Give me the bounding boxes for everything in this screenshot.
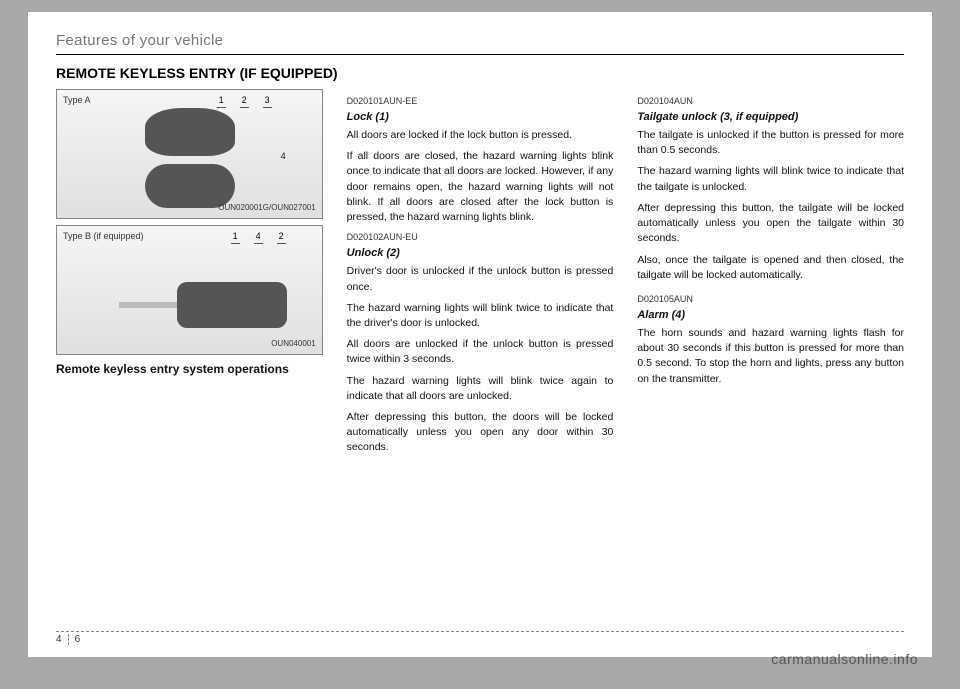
column-1: Type A 1 2 3 4 OUN020001G/OUN027001 Type… xyxy=(56,89,323,462)
tailgate-p3: After depressing this button, the tailga… xyxy=(637,201,904,247)
unlock-p2: The hazard warning lights will blink twi… xyxy=(347,301,614,331)
figure-type-a: Type A 1 2 3 4 OUN020001G/OUN027001 xyxy=(56,89,323,219)
tailgate-title: Tailgate unlock (3, if equipped) xyxy=(637,110,904,126)
footer-chapter-number: 4 xyxy=(56,634,69,645)
figure-type-b: Type B (if equipped) 1 4 2 OUN040001 xyxy=(56,225,323,355)
callout-b4: 4 xyxy=(254,230,263,244)
figure-b-callouts: 1 4 2 xyxy=(231,230,286,244)
header-rule: Features of your vehicle xyxy=(56,32,904,55)
callout-b2: 2 xyxy=(277,230,286,244)
manual-page: Features of your vehicle REMOTE KEYLESS … xyxy=(28,12,932,657)
figure-a-type-label: Type A xyxy=(63,94,91,107)
unlock-title: Unlock (2) xyxy=(347,246,614,262)
flip-key-blade xyxy=(119,302,179,308)
unlock-code: D020102AUN-EU xyxy=(347,231,614,244)
lock-code: D020101AUN-EE xyxy=(347,95,614,108)
watermark: carmanualsonline.info xyxy=(771,651,918,667)
keyfob-a-front xyxy=(145,108,235,156)
chapter-title: Features of your vehicle xyxy=(56,32,223,49)
keyfob-a-side xyxy=(145,164,235,208)
column-3: D020104AUN Tailgate unlock (3, if equipp… xyxy=(637,89,904,462)
lock-title: Lock (1) xyxy=(347,110,614,126)
tailgate-p2: The hazard warning lights will blink twi… xyxy=(637,164,904,194)
figure-a-ref: OUN020001G/OUN027001 xyxy=(218,202,315,214)
callout-4: 4 xyxy=(281,150,286,163)
figure-a-callouts: 1 2 3 xyxy=(217,94,272,108)
column-2: D020101AUN-EE Lock (1) All doors are loc… xyxy=(347,89,614,462)
tailgate-code: D020104AUN xyxy=(637,95,904,108)
callout-1: 1 xyxy=(217,94,226,108)
unlock-p3: All doors are unlocked if the unlock but… xyxy=(347,337,614,367)
unlock-p1: Driver's door is unlocked if the unlock … xyxy=(347,264,614,294)
alarm-title: Alarm (4) xyxy=(637,308,904,324)
alarm-code: D020105AUN xyxy=(637,293,904,306)
keyfob-b xyxy=(177,282,287,328)
figure-b-ref: OUN040001 xyxy=(271,338,315,350)
operations-heading: Remote keyless entry system operations xyxy=(56,361,323,378)
section-title: REMOTE KEYLESS ENTRY (IF EQUIPPED) xyxy=(56,65,904,81)
lock-p2: If all doors are closed, the hazard warn… xyxy=(347,149,614,225)
tailgate-p4: Also, once the tailgate is opened and th… xyxy=(637,253,904,283)
unlock-p4: The hazard warning lights will blink twi… xyxy=(347,374,614,404)
footer-page-number: 6 xyxy=(75,634,81,645)
page-footer: 4 6 xyxy=(56,631,904,645)
tailgate-p1: The tailgate is unlocked if the button i… xyxy=(637,128,904,158)
content-columns: Type A 1 2 3 4 OUN020001G/OUN027001 Type… xyxy=(56,89,904,462)
alarm-p1: The horn sounds and hazard warning light… xyxy=(637,326,904,387)
callout-2: 2 xyxy=(240,94,249,108)
unlock-p5: After depressing this button, the doors … xyxy=(347,410,614,456)
lock-p1: All doors are locked if the lock button … xyxy=(347,128,614,143)
figure-b-type-label: Type B (if equipped) xyxy=(63,230,144,243)
callout-b1: 1 xyxy=(231,230,240,244)
callout-3: 3 xyxy=(263,94,272,108)
